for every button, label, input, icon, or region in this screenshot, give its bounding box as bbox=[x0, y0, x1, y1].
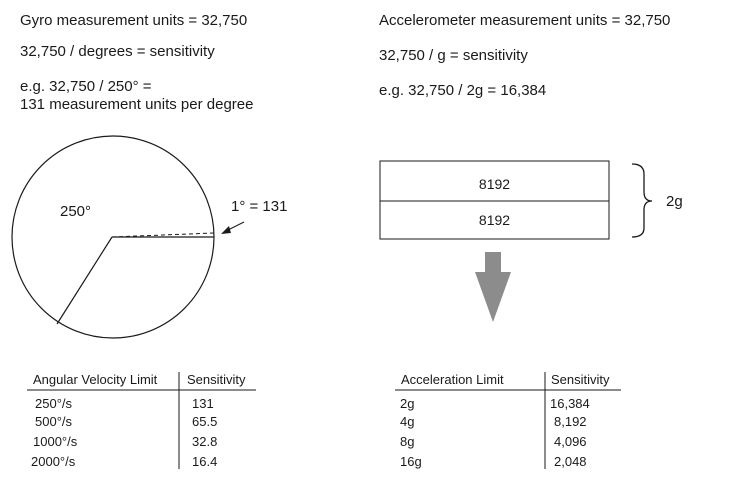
gyro-table-row-sensitivity: 131 bbox=[192, 396, 214, 411]
gyro-sensitivity-formula: 32,750 / degrees = sensitivity bbox=[20, 43, 215, 60]
accel-box-bottom-value: 8192 bbox=[478, 212, 511, 228]
accel-box-bottom bbox=[379, 200, 610, 240]
gyro-table-row-limit: 250°/s bbox=[35, 396, 73, 411]
gyro-one-degree-dashed-line bbox=[111, 232, 215, 238]
accel-sensitivity-formula: 32,750 / g = sensitivity bbox=[379, 47, 528, 64]
gyro-table-row-limit: 2000°/s bbox=[31, 454, 76, 469]
accel-table-row-limit: 8g bbox=[400, 434, 415, 449]
gyro-table-row-sensitivity: 65.5 bbox=[192, 414, 218, 429]
accel-table-row-limit: 4g bbox=[400, 414, 415, 429]
pointer-arrow-head bbox=[221, 226, 231, 234]
accel-table-row-sensitivity: 2,048 bbox=[554, 454, 587, 469]
gyro-pointer-label: 1° = 131 bbox=[231, 198, 288, 215]
accel-table-row-limit: 16g bbox=[400, 454, 422, 469]
gyro-table-header-sensitivity: Sensitivity bbox=[187, 372, 246, 387]
down-arrow bbox=[475, 252, 511, 322]
brace-label: 2g bbox=[666, 193, 683, 210]
accel-table-header-sensitivity: Sensitivity bbox=[551, 372, 610, 387]
gyro-table-row-limit: 1000°/s bbox=[33, 434, 78, 449]
accel-units-text: Accelerometer measurement units = 32,750 bbox=[379, 12, 671, 29]
gyro-example-line2: 131 measurement units per degree bbox=[20, 96, 254, 113]
gyro-units-text: Gyro measurement units = 32,750 bbox=[20, 12, 248, 29]
gyro-radius-diagonal bbox=[56, 236, 113, 325]
gyro-table-header-limit: Angular Velocity Limit bbox=[33, 372, 158, 387]
gyro-circle-label: 250° bbox=[60, 203, 92, 220]
gyro-table-row-sensitivity: 32.8 bbox=[192, 434, 218, 449]
gyro-table-row-limit: 500°/s bbox=[35, 414, 73, 429]
gyro-table-row-sensitivity: 16.4 bbox=[192, 454, 218, 469]
gyro-example-line1: e.g. 32,750 / 250° = bbox=[20, 78, 152, 95]
accel-table-row-sensitivity: 8,192 bbox=[554, 414, 587, 429]
accel-table-row-sensitivity: 16,384 bbox=[550, 396, 590, 411]
accel-table-header-limit: Acceleration Limit bbox=[401, 372, 504, 387]
curly-brace bbox=[631, 163, 653, 238]
accel-example-text: e.g. 32,750 / 2g = 16,384 bbox=[379, 82, 547, 99]
accel-table-row-limit: 2g bbox=[400, 396, 415, 411]
accel-table-row-sensitivity: 4,096 bbox=[554, 434, 587, 449]
accel-box-top-value: 8192 bbox=[478, 176, 511, 192]
